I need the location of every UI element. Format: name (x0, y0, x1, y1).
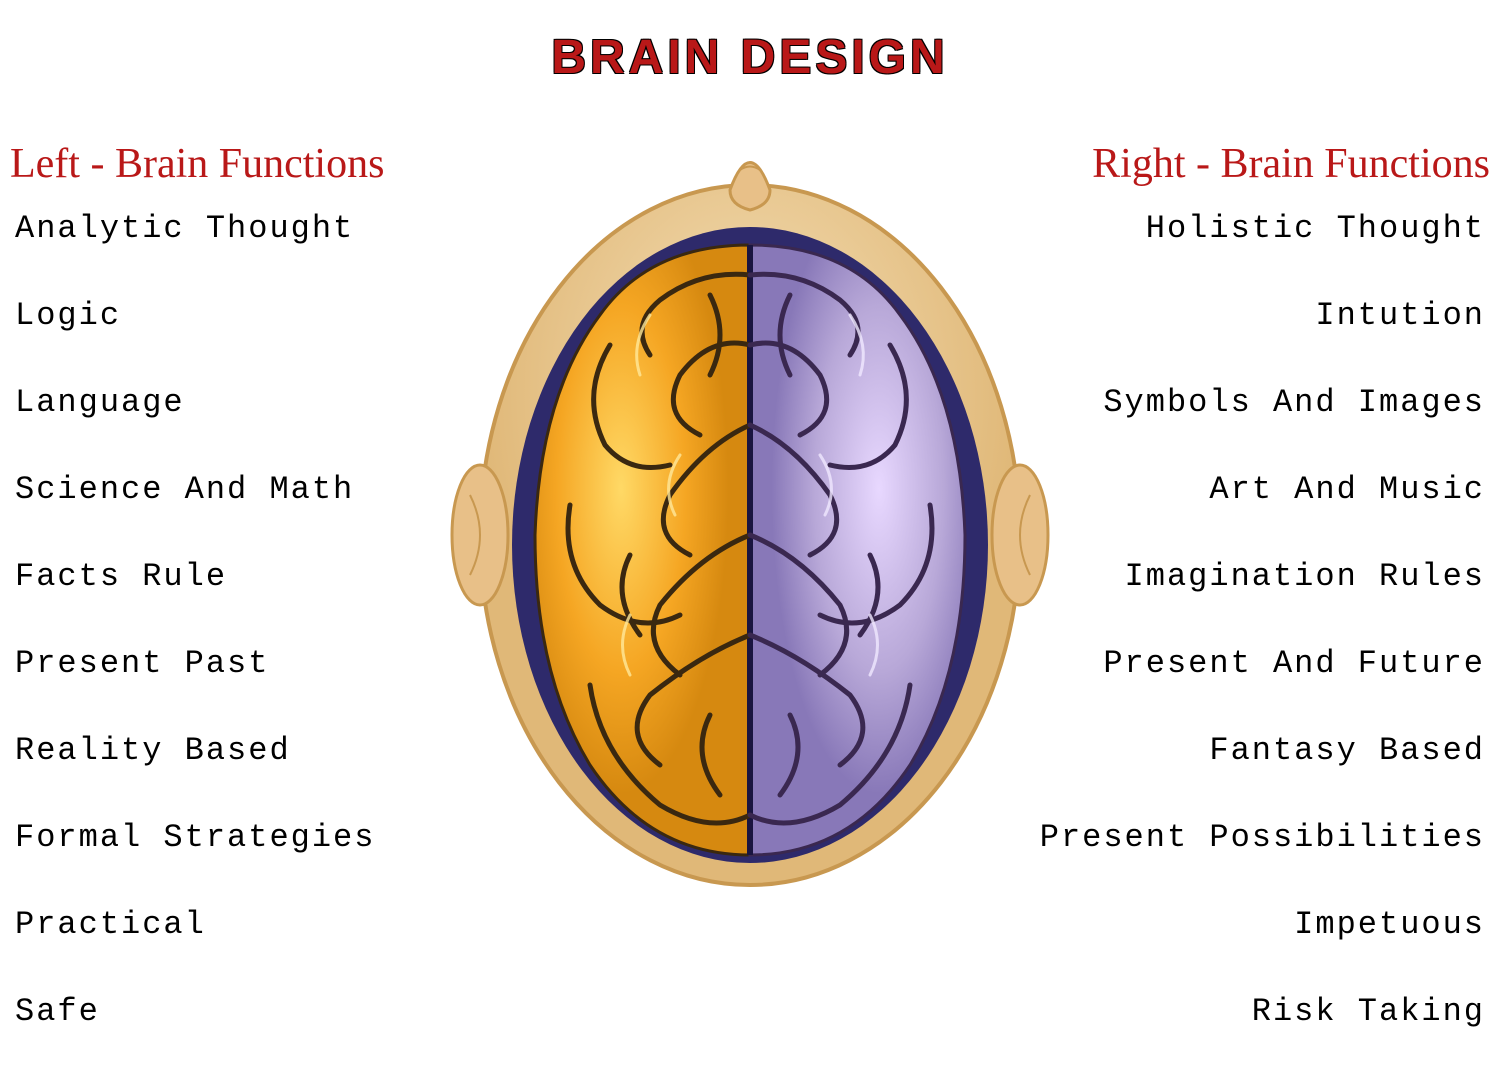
list-item: Language (15, 384, 375, 421)
list-item: Impetuous (1040, 906, 1485, 943)
list-item: Present Possibilities (1040, 819, 1485, 856)
list-item: Safe (15, 993, 375, 1030)
left-heading: Left - Brain Functions (10, 140, 384, 188)
list-item: Imagination Rules (1040, 558, 1485, 595)
right-heading: Right - Brain Functions (1092, 140, 1490, 188)
list-item: Fantasy Based (1040, 732, 1485, 769)
list-item: Risk Taking (1040, 993, 1485, 1030)
brain-icon (450, 115, 1050, 915)
list-item: Art And Music (1040, 471, 1485, 508)
list-item: Present And Future (1040, 645, 1485, 682)
list-item: Formal Strategies (15, 819, 375, 856)
left-function-list: Analytic Thought Logic Language Science … (15, 210, 375, 1030)
right-function-list: Holistic Thought Intution Symbols And Im… (1040, 210, 1485, 1030)
list-item: Science And Math (15, 471, 375, 508)
brain-illustration (450, 115, 1050, 915)
main-title: BRAIN DESIGN (551, 30, 948, 85)
list-item: Reality Based (15, 732, 375, 769)
list-item: Practical (15, 906, 375, 943)
list-item: Intution (1040, 297, 1485, 334)
list-item: Holistic Thought (1040, 210, 1485, 247)
list-item: Present Past (15, 645, 375, 682)
list-item: Logic (15, 297, 375, 334)
list-item: Analytic Thought (15, 210, 375, 247)
list-item: Symbols And Images (1040, 384, 1485, 421)
list-item: Facts Rule (15, 558, 375, 595)
